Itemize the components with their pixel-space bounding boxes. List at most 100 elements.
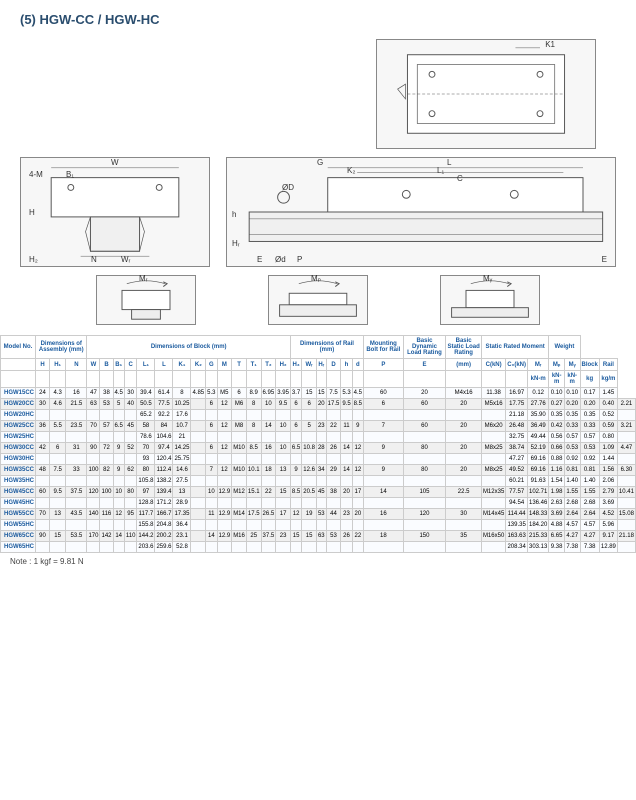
data-cell: 6 bbox=[302, 399, 317, 410]
data-cell: 0.88 bbox=[549, 454, 565, 465]
diagram-moment-mr: Mᵣ bbox=[96, 275, 196, 325]
data-cell bbox=[232, 542, 247, 553]
data-cell: 2.63 bbox=[549, 498, 565, 509]
data-cell: 18 bbox=[364, 531, 404, 542]
data-cell: 144.2 bbox=[137, 531, 155, 542]
data-cell: 31 bbox=[66, 443, 87, 454]
data-cell: 80 bbox=[403, 465, 446, 476]
data-cell: 7.5 bbox=[49, 465, 65, 476]
data-cell bbox=[206, 520, 217, 531]
data-cell bbox=[100, 476, 113, 487]
data-cell: 22 bbox=[326, 421, 341, 432]
model-cell: HGW35HC bbox=[1, 476, 36, 487]
data-cell: 9 bbox=[113, 443, 124, 454]
data-cell bbox=[100, 454, 113, 465]
data-cell bbox=[191, 399, 206, 410]
data-cell: 77.57 bbox=[506, 487, 528, 498]
data-cell: 7 bbox=[206, 465, 217, 476]
data-cell bbox=[232, 432, 247, 443]
data-cell bbox=[49, 542, 65, 553]
data-cell: 2.79 bbox=[599, 487, 617, 498]
data-cell: 60 bbox=[364, 388, 404, 399]
data-cell: 1.44 bbox=[599, 454, 617, 465]
data-cell: 10 bbox=[206, 487, 217, 498]
data-cell bbox=[302, 454, 317, 465]
data-cell bbox=[100, 520, 113, 531]
data-cell bbox=[206, 454, 217, 465]
data-cell bbox=[191, 421, 206, 432]
data-cell: 0.35 bbox=[549, 410, 565, 421]
data-cell: 12.6 bbox=[302, 465, 317, 476]
data-cell bbox=[403, 432, 446, 443]
data-cell: 4.47 bbox=[617, 443, 635, 454]
data-cell: 36 bbox=[36, 421, 50, 432]
data-cell: M16 bbox=[232, 531, 247, 542]
data-cell: 1.55 bbox=[580, 487, 599, 498]
data-cell: 0.20 bbox=[564, 399, 580, 410]
data-cell: 12 bbox=[217, 399, 232, 410]
data-cell: 80 bbox=[403, 443, 446, 454]
header-group: Dimensions of Block (mm) bbox=[87, 336, 290, 359]
data-cell: 6 bbox=[364, 399, 404, 410]
data-cell: 50.5 bbox=[137, 399, 155, 410]
data-cell: 1.40 bbox=[580, 476, 599, 487]
data-cell: 204.8 bbox=[155, 520, 173, 531]
data-cell bbox=[66, 498, 87, 509]
data-cell bbox=[113, 542, 124, 553]
sub-header: M bbox=[217, 359, 232, 371]
sub-header: B bbox=[100, 359, 113, 371]
data-cell: 60 bbox=[403, 421, 446, 432]
data-cell bbox=[232, 520, 247, 531]
data-cell bbox=[124, 542, 137, 553]
data-cell: 136.46 bbox=[528, 498, 549, 509]
data-cell bbox=[191, 531, 206, 542]
data-cell: 4.27 bbox=[580, 531, 599, 542]
label-hr: Hᵣ bbox=[232, 239, 240, 248]
data-cell bbox=[217, 476, 232, 487]
data-cell: 12 bbox=[352, 443, 363, 454]
sub-header: H₃ bbox=[290, 359, 301, 371]
data-cell: 3.21 bbox=[617, 421, 635, 432]
data-cell: 17 bbox=[276, 509, 291, 520]
data-cell bbox=[326, 520, 341, 531]
data-cell: 23 bbox=[341, 509, 352, 520]
data-cell bbox=[364, 520, 404, 531]
unit-header bbox=[100, 371, 113, 388]
sub-header: (mm) bbox=[446, 359, 482, 371]
sub-header: T₁ bbox=[246, 359, 261, 371]
diagram-moment-my: Mᵧ bbox=[440, 275, 540, 325]
unit-header: kg/m bbox=[599, 371, 617, 388]
sub-header: K₁ bbox=[173, 359, 191, 371]
data-cell bbox=[36, 432, 50, 443]
data-cell: 82 bbox=[100, 465, 113, 476]
data-cell: 100 bbox=[87, 465, 100, 476]
model-cell: HGW20CC bbox=[1, 399, 36, 410]
data-cell bbox=[446, 476, 482, 487]
unit-header bbox=[113, 371, 124, 388]
data-cell bbox=[49, 498, 65, 509]
table-row: HGW55HC155.8204.836.4139.35184.204.884.5… bbox=[1, 520, 636, 531]
data-cell: 116 bbox=[100, 509, 113, 520]
data-cell bbox=[124, 498, 137, 509]
data-cell: 5.3 bbox=[206, 388, 217, 399]
data-cell bbox=[261, 498, 276, 509]
data-cell: 70 bbox=[36, 509, 50, 520]
data-cell: 8 bbox=[246, 399, 261, 410]
sub-header: d bbox=[352, 359, 363, 371]
data-cell bbox=[341, 476, 352, 487]
data-cell: 2.06 bbox=[599, 476, 617, 487]
data-cell bbox=[206, 498, 217, 509]
unit-header bbox=[232, 371, 247, 388]
unit-header: kN-m bbox=[528, 371, 549, 388]
unit-header bbox=[124, 371, 137, 388]
data-cell: 259.6 bbox=[155, 542, 173, 553]
data-cell: 45 bbox=[316, 487, 326, 498]
data-cell: 53.5 bbox=[66, 531, 87, 542]
data-cell bbox=[316, 410, 326, 421]
data-cell: 37.5 bbox=[66, 487, 87, 498]
data-cell: 3.95 bbox=[276, 388, 291, 399]
data-cell: 0.56 bbox=[549, 432, 565, 443]
data-cell: 90 bbox=[87, 443, 100, 454]
data-cell: 78.6 bbox=[137, 432, 155, 443]
table-row: HGW25CC365.523.570576.545588410.7612M881… bbox=[1, 421, 636, 432]
